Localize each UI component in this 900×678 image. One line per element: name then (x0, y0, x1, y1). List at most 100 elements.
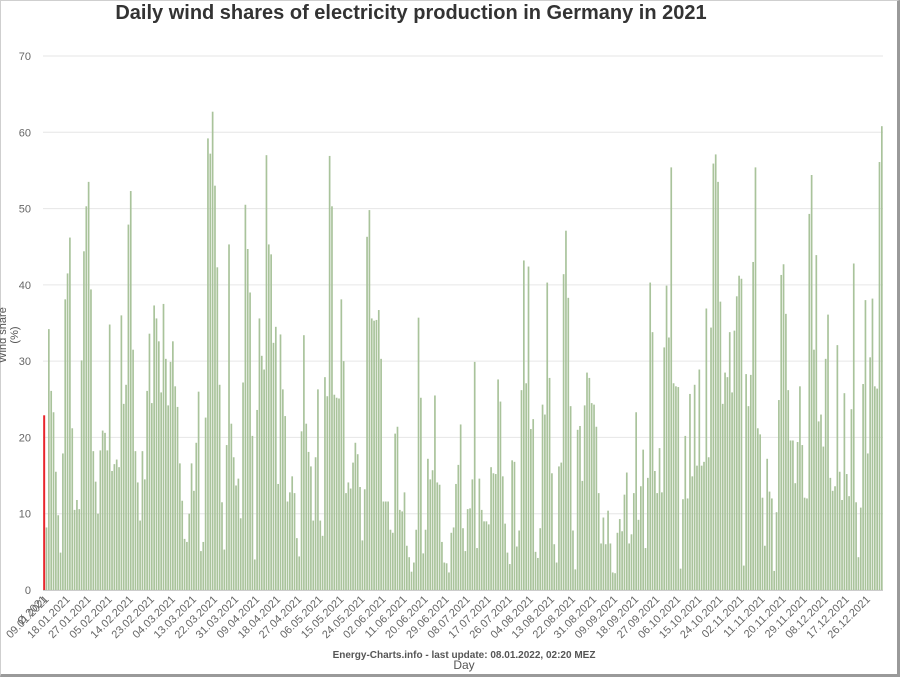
bar-day-354 (871, 298, 874, 590)
bar-day-143 (377, 310, 380, 590)
bar-day-232 (586, 372, 588, 590)
bar-day-266 (665, 285, 668, 590)
bar-day-59 (181, 500, 184, 590)
bar-day-41 (139, 520, 141, 590)
bar-day-130 (347, 482, 350, 590)
bar-day-334 (824, 358, 827, 590)
bar-day-98 (272, 342, 275, 590)
x-axis-label: Day (453, 658, 475, 672)
bar-day-330 (815, 255, 818, 590)
bar-day-302 (749, 374, 752, 590)
bar-day-265 (663, 347, 666, 590)
bar-day-316 (782, 264, 785, 590)
bar-day-287 (714, 154, 717, 590)
bar-day-195 (499, 401, 502, 590)
bar-day-274 (684, 435, 687, 590)
bar-day-151 (396, 426, 399, 590)
bar-day-250 (628, 543, 630, 590)
bar-day-16 (80, 360, 83, 590)
bar-day-220 (558, 466, 560, 590)
bar-day-1 (45, 527, 48, 590)
bar-day-14 (76, 499, 78, 590)
bar-day-356 (876, 388, 878, 590)
bar-day-42 (141, 451, 144, 590)
bar-day-353 (869, 357, 871, 590)
bar-day-131 (349, 488, 352, 590)
bar-day-286 (712, 163, 715, 590)
bar-day-163 (424, 529, 427, 590)
bar-day-72 (211, 111, 214, 590)
bar-day-116 (314, 457, 317, 590)
bar-day-136 (361, 540, 364, 590)
bar-day-193 (494, 474, 497, 590)
bar-day-317 (785, 313, 787, 590)
bar-day-230 (581, 480, 584, 590)
bar-day-305 (756, 428, 759, 590)
bar-day-103 (284, 416, 287, 590)
bar-day-233 (588, 377, 591, 590)
bar-day-247 (621, 531, 623, 590)
bar-day-177 (457, 464, 460, 590)
bar-day-26 (104, 432, 106, 590)
bar-day-167 (434, 395, 436, 590)
bar-day-271 (677, 387, 680, 590)
bar-day-175 (452, 527, 455, 590)
bar-day-312 (773, 570, 776, 590)
bar-day-202 (515, 546, 518, 590)
bar-day-11 (69, 237, 71, 590)
bar-day-40 (136, 482, 139, 590)
bar-day-349 (859, 507, 862, 590)
chart-title: Daily wind shares of electricity product… (115, 2, 707, 24)
bar-day-289 (719, 301, 722, 590)
y-tick-label: 70 (19, 51, 31, 63)
y-tick-label: 60 (19, 127, 31, 139)
bar-day-261 (654, 470, 656, 590)
bar-day-188 (483, 521, 485, 590)
bar-day-25 (101, 430, 104, 590)
bar-day-58 (179, 463, 181, 590)
bar-day-165 (429, 479, 432, 590)
bar-day-171 (443, 562, 446, 590)
bar-day-320 (792, 440, 794, 590)
bar-day-148 (389, 529, 392, 590)
bar-day-191 (490, 467, 492, 590)
bar-day-235 (593, 404, 595, 590)
bar-day-260 (651, 332, 654, 590)
bar-day-290 (721, 403, 724, 590)
bar-day-145 (382, 501, 385, 590)
bar-day-277 (691, 476, 694, 590)
bar-day-19 (87, 181, 90, 590)
bar-day-54 (169, 361, 172, 590)
bar-day-124 (333, 394, 336, 590)
bar-day-111 (303, 335, 305, 590)
bar-day-79 (228, 244, 230, 590)
bar-day-77 (223, 549, 226, 590)
bar-day-146 (384, 501, 387, 590)
bar-day-108 (296, 538, 298, 590)
bar-day-214 (544, 414, 546, 590)
bar-day-169 (438, 484, 441, 590)
bar-day-89 (251, 435, 254, 590)
bar-day-310 (768, 491, 771, 590)
y-tick-label: 0 (25, 585, 31, 597)
bar-day-86 (244, 204, 247, 590)
bar-day-296 (735, 296, 738, 590)
bar-day-78 (225, 445, 228, 590)
bar-day-222 (562, 274, 565, 590)
bar-day-113 (307, 451, 310, 590)
bar-day-267 (668, 337, 670, 590)
bar-day-236 (595, 426, 598, 590)
bar-day-115 (312, 520, 315, 590)
bar-day-168 (436, 482, 439, 590)
bar-day-22 (94, 481, 97, 590)
bar-day-337 (831, 490, 834, 590)
bar-day-137 (363, 489, 366, 590)
bar-day-229 (579, 425, 581, 590)
bar-day-62 (188, 513, 191, 590)
bar-day-24 (99, 450, 102, 590)
bar-day-92 (258, 318, 261, 590)
bar-day-74 (216, 267, 219, 590)
bar-day-97 (270, 254, 272, 591)
bar-day-299 (742, 565, 745, 590)
bar-day-179 (462, 528, 464, 590)
